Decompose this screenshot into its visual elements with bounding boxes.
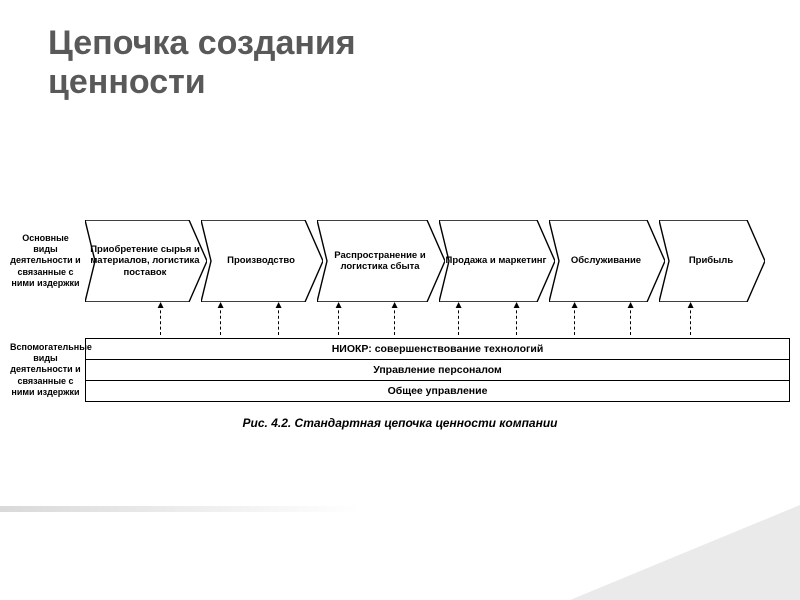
decorative-triangle bbox=[570, 505, 800, 600]
connector-line bbox=[220, 305, 221, 335]
support-row-2: Общее управление bbox=[86, 381, 789, 401]
support-row-1: Управление персоналом bbox=[86, 360, 789, 381]
connector-line bbox=[394, 305, 395, 335]
connector-arrowhead-icon bbox=[276, 302, 282, 308]
arrow-2: Распространение и логистика сбыта bbox=[317, 220, 445, 302]
support-block: НИОКР: совершенствование технологийУправ… bbox=[85, 338, 790, 402]
decorative-shadow bbox=[0, 506, 360, 512]
arrow-label-1: Производство bbox=[223, 255, 301, 266]
arrow-3: Продажа и маркетинг bbox=[439, 220, 555, 302]
connector-line bbox=[160, 305, 161, 335]
connector-line bbox=[630, 305, 631, 335]
connector-line bbox=[690, 305, 691, 335]
connector-arrowhead-icon bbox=[392, 302, 398, 308]
support-activities-label: Вспомогательные виды деятельности и связ… bbox=[10, 342, 85, 398]
primary-activities-label: Основные виды деятельности и связанные с… bbox=[10, 233, 85, 289]
connector-arrowhead-icon bbox=[572, 302, 578, 308]
title-line-2: ценности bbox=[48, 63, 356, 102]
connector-line bbox=[458, 305, 459, 335]
arrow-4: Обслуживание bbox=[549, 220, 665, 302]
arrow-label-5: Прибыль bbox=[685, 255, 739, 266]
primary-activities-row: Основные виды деятельности и связанные с… bbox=[10, 220, 790, 302]
connector-arrowhead-icon bbox=[514, 302, 520, 308]
connector-row bbox=[10, 302, 790, 338]
connector-line bbox=[278, 305, 279, 335]
connector-arrowhead-icon bbox=[158, 302, 164, 308]
value-chain-diagram: Основные виды деятельности и связанные с… bbox=[10, 220, 790, 430]
connector-arrowhead-icon bbox=[456, 302, 462, 308]
title-line-1: Цепочка создания bbox=[48, 24, 356, 63]
arrow-label-4: Обслуживание bbox=[567, 255, 647, 266]
arrow-label-0: Приобретение сырья и материалов, логисти… bbox=[85, 244, 207, 278]
figure-caption: Рис. 4.2. Стандартная цепочка ценности к… bbox=[10, 416, 790, 430]
page-title: Цепочка создания ценности bbox=[48, 24, 356, 102]
connector-line bbox=[338, 305, 339, 335]
arrow-label-3: Продажа и маркетинг bbox=[442, 255, 553, 266]
connector-arrowhead-icon bbox=[336, 302, 342, 308]
support-activities-row: Вспомогательные виды деятельности и связ… bbox=[10, 338, 790, 402]
connector-arrowhead-icon bbox=[688, 302, 694, 308]
connector-line bbox=[516, 305, 517, 335]
support-row-0: НИОКР: совершенствование технологий bbox=[86, 339, 789, 360]
connector-line bbox=[574, 305, 575, 335]
connector-arrowhead-icon bbox=[628, 302, 634, 308]
arrow-1: Производство bbox=[201, 220, 323, 302]
arrow-5: Прибыль bbox=[659, 220, 765, 302]
arrow-label-2: Распространение и логистика сбыта bbox=[317, 250, 445, 273]
connector-arrowhead-icon bbox=[218, 302, 224, 308]
arrow-0: Приобретение сырья и материалов, логисти… bbox=[85, 220, 207, 302]
